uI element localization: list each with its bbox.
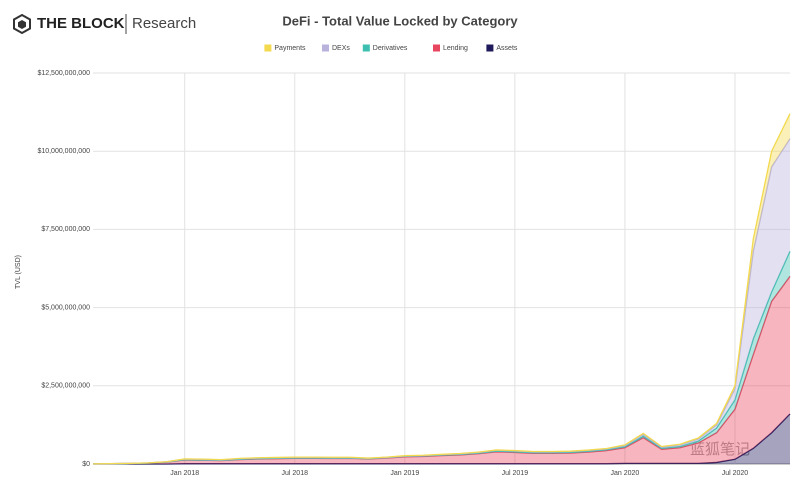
legend-label: Lending xyxy=(443,45,468,52)
area xyxy=(93,276,790,464)
logo: THE BLOCK Research xyxy=(13,13,196,35)
brand-name: THE BLOCK xyxy=(37,15,125,32)
x-tick-label: Jan 2018 xyxy=(170,470,199,477)
legend: Payments DEXs Derivatives Lending Assets xyxy=(264,44,518,52)
legend-label: Assets xyxy=(496,45,518,52)
y-tick-label: $5,000,000,000 xyxy=(41,304,90,311)
logo-icon xyxy=(13,13,31,35)
x-tick-label: Jul 2019 xyxy=(502,470,529,477)
x-tick-label: Jul 2018 xyxy=(282,470,309,477)
x-tick-label: Jul 2020 xyxy=(722,470,749,477)
chart-title: DeFi - Total Value Locked by Category xyxy=(282,13,518,28)
grid: $0 $2,500,000,000 $5,000,000,000 $7,500,000… xyxy=(37,70,790,477)
legend-swatch xyxy=(264,44,272,52)
y-tick-label: $0 xyxy=(82,461,90,468)
area-line xyxy=(92,113,791,465)
legend-label: Derivatives xyxy=(373,45,408,52)
y-tick-label: $2,500,000,000 xyxy=(41,383,90,390)
logo-icon-inner xyxy=(18,20,26,29)
x-tick-label: Jan 2020 xyxy=(611,470,640,477)
area-line xyxy=(93,413,791,465)
legend-swatch xyxy=(486,44,494,52)
x-tick-label: Jan 2019 xyxy=(390,470,419,477)
areas xyxy=(92,113,791,465)
legend-label: DEXs xyxy=(332,45,350,52)
y-tick-label: $7,500,000,000 xyxy=(41,226,90,233)
y-tick-label: $12,500,000,000 xyxy=(37,70,90,77)
legend-swatch xyxy=(322,44,329,52)
legend-swatch xyxy=(362,44,370,52)
y-axis-label: TVL (USD) xyxy=(15,255,22,289)
legend-swatch xyxy=(433,44,440,52)
legend-label: Payments xyxy=(274,45,306,52)
y-tick-label: $10,000,000,000 xyxy=(37,148,90,155)
brand-section: Research xyxy=(132,15,196,32)
